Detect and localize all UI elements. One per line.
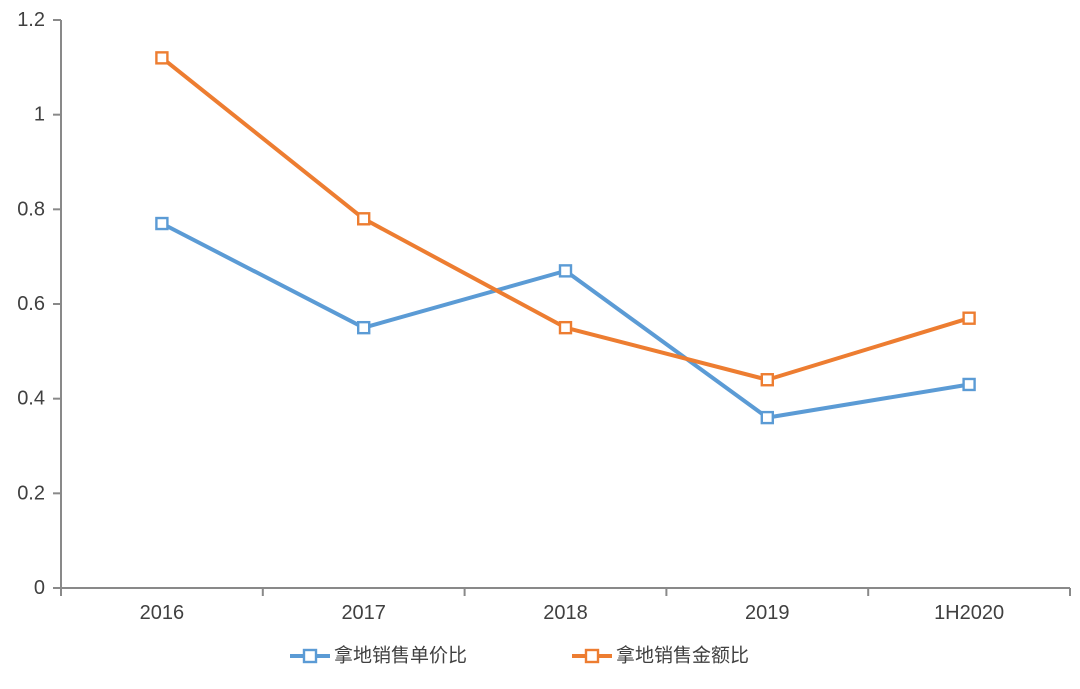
legend-label-1: 拿地销售金额比: [616, 644, 749, 667]
series-marker-0: [357, 320, 371, 335]
y-tick-label: 0.6: [17, 293, 45, 315]
y-tick-label: 1.2: [17, 9, 45, 31]
series-marker-1: [962, 311, 976, 325]
x-tick-label: 2017: [341, 602, 386, 624]
y-tick-label: 0.8: [17, 198, 45, 220]
legend-marker-square-0: [302, 648, 318, 664]
y-tick-label: 0.4: [17, 388, 45, 410]
series-marker-0: [760, 410, 774, 425]
x-tick-label: 2016: [140, 602, 185, 624]
series-line-0: [160, 221, 970, 420]
y-tick-label: 1: [34, 104, 45, 126]
series-marker-1: [760, 373, 774, 387]
legend-marker-square-1: [584, 648, 600, 664]
x-tick-label: 1H2020: [934, 602, 1004, 624]
series-marker-0: [558, 264, 573, 278]
series-marker-1: [155, 51, 169, 65]
series-marker-1: [357, 212, 371, 226]
x-tick-label: 2019: [745, 602, 790, 624]
x-tick-label: 2018: [543, 602, 588, 624]
legend-label-0: 拿地销售单价比: [334, 644, 467, 667]
y-tick-label: 0.2: [17, 482, 45, 504]
series-marker-0: [155, 216, 169, 231]
y-tick-label: 0: [34, 577, 45, 599]
series-marker-0: [962, 377, 976, 392]
series-marker-1: [558, 320, 573, 335]
